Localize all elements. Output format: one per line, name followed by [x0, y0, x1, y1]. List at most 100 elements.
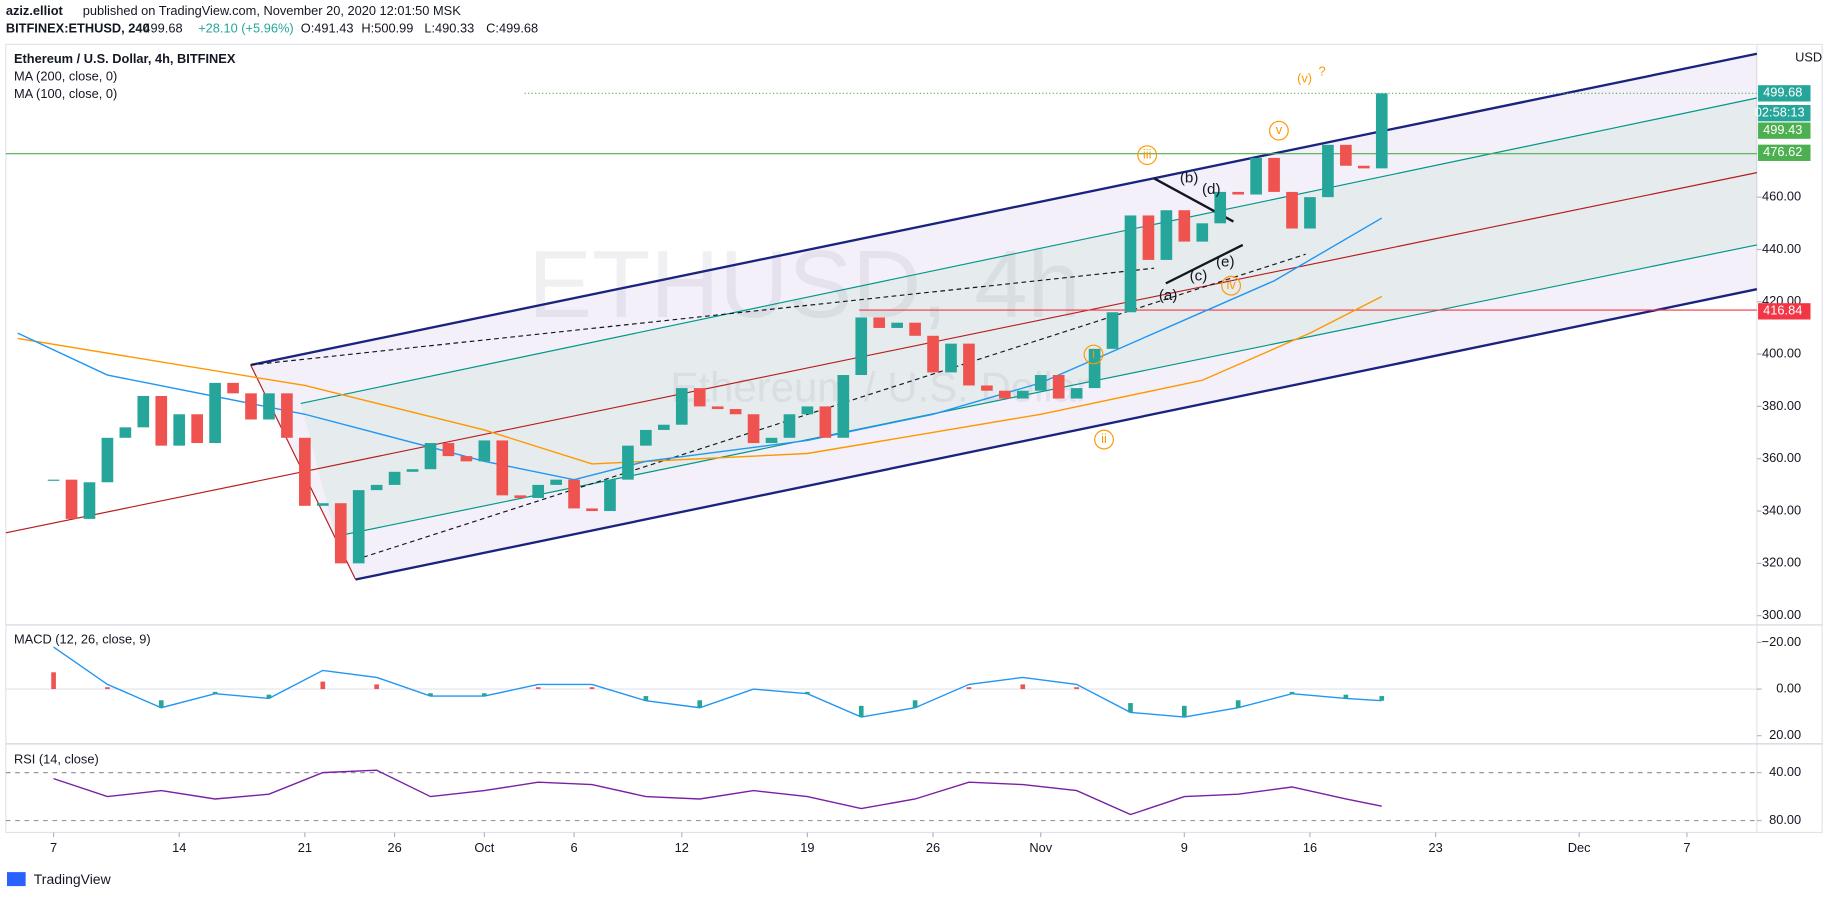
countdown-tag	[1758, 105, 1811, 122]
candle	[1106, 312, 1119, 349]
wave-label: (d)	[1202, 181, 1221, 198]
macd-line	[53, 646, 1382, 718]
watermark-symbol: ETHUSD, 4h	[528, 231, 1080, 338]
macd-histogram	[482, 693, 487, 697]
legend-ma200: MA (200, close, 0)	[14, 68, 117, 83]
macd-histogram	[1020, 684, 1026, 690]
price-tag-label: 499.68	[1763, 85, 1802, 100]
candle	[65, 479, 78, 519]
candle	[640, 429, 652, 446]
candle	[101, 437, 114, 483]
macd-histogram	[1181, 705, 1187, 718]
candle	[532, 484, 545, 498]
x-tick-label: Oct	[474, 840, 494, 855]
candle	[1232, 191, 1245, 195]
candle	[334, 503, 347, 564]
candle	[765, 437, 778, 444]
candle	[927, 335, 939, 373]
macd-histogram	[428, 693, 433, 697]
macd-histogram	[858, 705, 864, 718]
frame	[5, 43, 1823, 834]
candle	[1142, 215, 1155, 260]
wave-label: (c)	[1190, 267, 1208, 284]
candle	[1124, 215, 1137, 313]
x-tick-label: 26	[926, 840, 940, 855]
candle	[83, 482, 96, 519]
candle	[945, 343, 957, 373]
y-tick-label: −20.00	[1762, 634, 1802, 649]
macd-histogram	[374, 684, 379, 690]
pitchfork-upper	[250, 52, 1758, 367]
candle	[478, 440, 491, 462]
candle	[1340, 144, 1352, 166]
macd-histogram	[158, 700, 164, 708]
candle	[316, 503, 329, 506]
candle	[227, 382, 239, 394]
macd-histogram	[320, 681, 326, 690]
candle	[873, 317, 886, 328]
ma200-line	[17, 295, 1383, 465]
candle	[819, 406, 832, 438]
candle	[460, 456, 473, 462]
x-tick-label: 6	[571, 840, 578, 855]
macd-histogram	[1289, 691, 1295, 694]
macd-histogram	[1379, 696, 1385, 701]
macd-histogram	[1074, 687, 1079, 690]
brand: TradingView	[34, 871, 112, 887]
dashed-line	[250, 267, 1155, 366]
wave-label: v	[1276, 122, 1283, 137]
candle	[173, 414, 186, 446]
pitchfork-median	[5, 172, 1758, 534]
y-tick-label: 380.00	[1762, 398, 1801, 413]
macd-histogram	[912, 700, 918, 708]
price-tag	[1758, 122, 1811, 139]
candle	[299, 437, 311, 506]
candle	[406, 469, 419, 472]
legend-title: Ethereum / U.S. Dollar, 4h, BITFINEX	[14, 51, 236, 66]
candle	[1268, 157, 1280, 192]
macd-histogram	[535, 687, 541, 690]
wave-circle	[1083, 344, 1104, 365]
price-tag-label: 499.43	[1763, 122, 1802, 137]
wave-circle	[1268, 120, 1289, 141]
macd-histogram	[589, 687, 595, 690]
candle	[675, 388, 688, 425]
y-tick-label: 20.00	[1769, 727, 1801, 742]
candle	[963, 343, 975, 386]
published: published on TradingView.com, November 2…	[83, 3, 461, 18]
symbol: BITFINEX:ETHUSD, 240	[6, 21, 150, 36]
wave-label: ?	[1318, 64, 1325, 79]
candle	[245, 393, 257, 420]
x-tick-label: 21	[298, 840, 312, 855]
candle	[281, 393, 293, 438]
macd-histogram	[1128, 703, 1133, 713]
candle	[1016, 390, 1029, 399]
candle	[1357, 165, 1370, 169]
wave-label: (v)	[1297, 71, 1312, 86]
rsi-label: RSI (14, close)	[14, 752, 99, 767]
candle	[209, 382, 221, 444]
macd-histogram	[51, 672, 56, 690]
wave-label: (e)	[1216, 253, 1235, 270]
candle	[909, 322, 921, 336]
candle	[1052, 375, 1065, 399]
candle	[622, 445, 634, 480]
candle	[1286, 191, 1298, 229]
macd-label: MACD (12, 26, close, 9)	[14, 632, 151, 647]
y-tick-label: 40.00	[1769, 764, 1801, 779]
candle	[1196, 223, 1209, 242]
candle	[1250, 157, 1262, 195]
candle	[693, 388, 706, 407]
price-tag	[1758, 144, 1811, 161]
candle	[370, 484, 383, 491]
pitchfork-lower	[355, 288, 1758, 581]
watermark-name: Ethereum / U.S. Dollar	[670, 364, 1090, 411]
price-tag-label: 416.84	[1763, 303, 1802, 318]
x-tick-label: 14	[172, 840, 186, 855]
price-tag	[1758, 303, 1811, 320]
y-tick-label: 440.00	[1762, 241, 1801, 256]
candle	[1034, 375, 1047, 391]
candle	[442, 443, 455, 457]
macd-histogram	[1235, 700, 1241, 708]
